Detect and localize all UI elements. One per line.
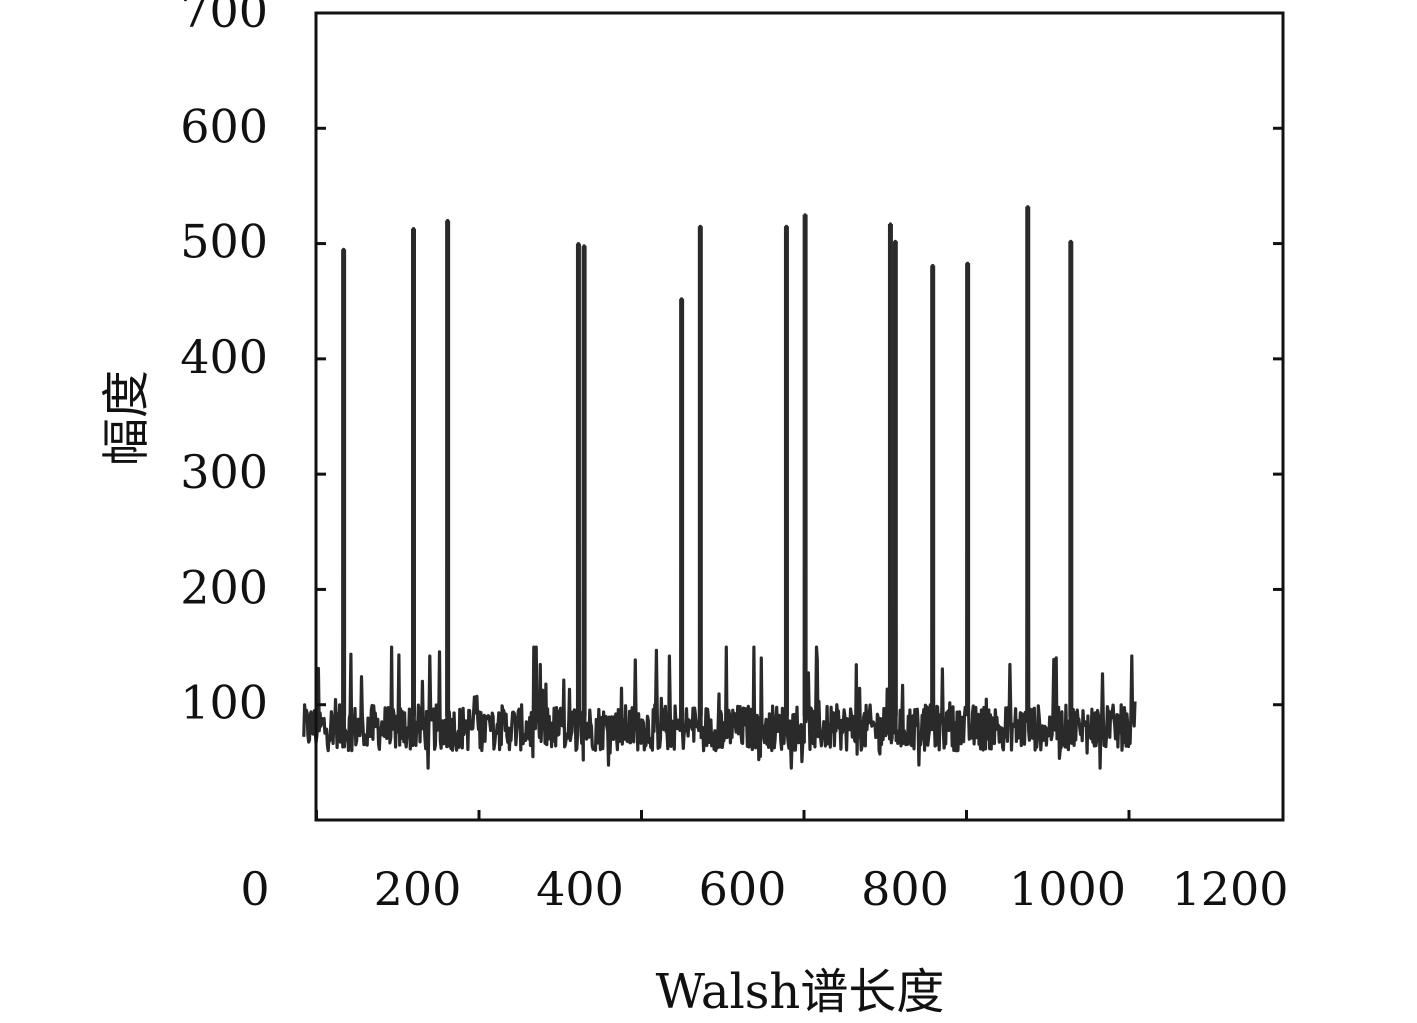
x-tick-label: 200 [374,862,462,916]
plot-frame [314,11,1285,822]
y-axis-title: 幅度 [99,370,155,466]
plot-area [302,205,1137,770]
x-axis-ticks: 0 200 400 600 800 1000 1200 [240,810,1289,916]
y-tick-label: 300 [180,445,268,499]
y-tick-label: 600 [180,99,268,153]
x-tick-label: 0 [240,862,269,916]
y-tick-label: 200 [180,560,268,614]
x-tick-label: 600 [699,862,787,916]
y-tick-label: 500 [180,215,268,269]
series-line [302,205,1137,770]
x-tick-label: 1200 [1171,862,1288,916]
y-tick-label: 700 [180,0,268,38]
x-tick-label: 400 [536,862,624,916]
y-tick-label: 100 [180,676,268,730]
x-tick-label: 800 [861,862,949,916]
y-axis-ticks: 100 200 300 400 500 600 700 [180,0,1283,730]
x-axis-title: Walsh谱长度 [656,964,945,1020]
y-tick-label: 400 [180,330,268,384]
x-tick-label: 1000 [1009,862,1126,916]
